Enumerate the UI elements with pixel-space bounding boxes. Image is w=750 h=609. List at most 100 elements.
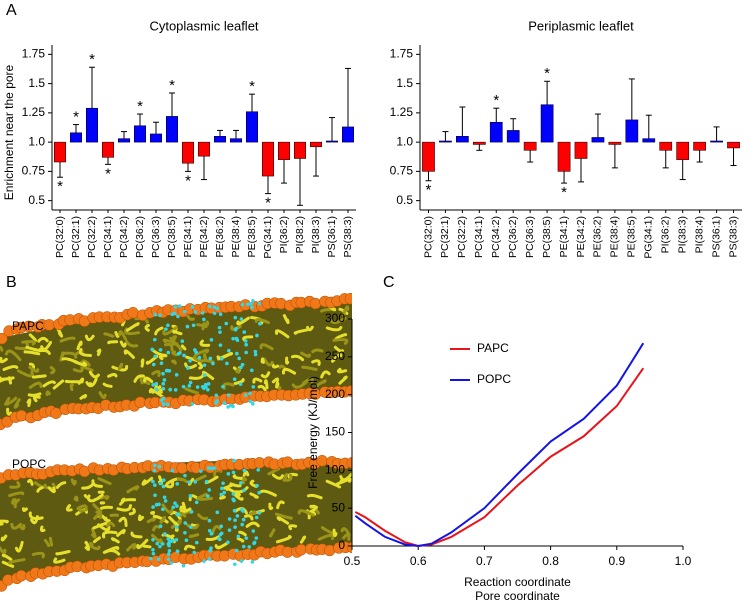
water: [151, 538, 155, 542]
y-tick-label: 150: [325, 425, 345, 439]
water: [222, 491, 226, 495]
water: [150, 348, 154, 352]
significance-mark: *: [249, 78, 255, 95]
y-tick-label: 1.5: [28, 76, 45, 90]
water: [152, 552, 156, 556]
x-tick-label: 0.8: [542, 554, 559, 568]
water: [219, 493, 223, 497]
bar: [507, 130, 519, 142]
water: [236, 338, 240, 342]
water: [182, 385, 186, 389]
x-tick-label: PE(34:2): [575, 216, 587, 257]
water: [221, 385, 225, 389]
water: [206, 494, 210, 498]
line: [355, 368, 643, 546]
water: [183, 474, 187, 478]
lipid-tail: [265, 381, 267, 388]
bar: [54, 142, 66, 162]
y-tick-label: 100: [325, 463, 345, 477]
water: [153, 483, 157, 487]
water: [185, 538, 189, 542]
bar: [230, 139, 242, 143]
water: [167, 544, 171, 548]
lipid-tail: [277, 383, 278, 387]
lipid-tail: [86, 542, 88, 549]
x-tick-label: PI(36:2): [278, 216, 290, 253]
significance-mark: *: [169, 77, 175, 94]
x-tick-label: PC(36:2): [507, 216, 519, 258]
lipid-tail: [97, 512, 101, 513]
lipid-tail: [144, 546, 150, 547]
water: [161, 542, 165, 546]
water: [242, 330, 246, 334]
water: [249, 400, 253, 404]
water: [199, 469, 203, 473]
significance-mark: *: [544, 65, 550, 82]
water: [178, 304, 182, 308]
lipid-tail: [280, 366, 285, 368]
water: [233, 377, 237, 381]
lipid-tail: [19, 525, 23, 528]
image-label: PAPC: [12, 319, 44, 333]
water: [155, 542, 159, 546]
lipid-tail: [50, 538, 51, 545]
water: [183, 531, 187, 535]
lipid-tail: [159, 390, 161, 393]
water: [242, 545, 246, 549]
bar: [102, 142, 114, 157]
significance-mark: *: [105, 165, 111, 182]
bar: [134, 126, 146, 142]
water: [258, 322, 262, 326]
lipid-tail: [173, 361, 176, 363]
water: [211, 362, 215, 366]
y-tick-label: 0.75: [22, 164, 46, 178]
water: [163, 378, 167, 382]
bar: [592, 137, 604, 142]
x-tick-label: PE(38:5): [246, 216, 258, 257]
lipid-tail: [173, 352, 176, 355]
bar: [626, 120, 638, 142]
x-tick-label: PE(38:4): [230, 216, 242, 257]
x-tick-label: PE(34:1): [558, 216, 570, 257]
y-tick-label: 1.0: [28, 134, 45, 148]
water: [178, 351, 182, 355]
lipid-tail: [221, 496, 225, 498]
water: [243, 469, 247, 473]
water: [244, 343, 248, 347]
water: [153, 313, 157, 317]
x-tick-label: 0.7: [476, 554, 493, 568]
water: [201, 385, 205, 389]
x-tick-label: PC(36:3): [524, 216, 536, 258]
water: [252, 542, 256, 546]
lipid-tail: [85, 496, 89, 498]
water: [220, 487, 224, 491]
lipid-tail: [204, 354, 205, 358]
lipid-tail: [183, 503, 185, 509]
water: [214, 394, 218, 398]
water: [226, 540, 230, 544]
water: [210, 338, 214, 342]
water: [155, 503, 159, 507]
water: [161, 372, 165, 376]
panel-label: A: [6, 2, 17, 19]
water: [159, 348, 163, 352]
x-tick-label: PC(36:3): [150, 216, 162, 258]
water: [250, 368, 254, 372]
water: [221, 481, 225, 485]
water: [186, 366, 190, 370]
water: [251, 299, 255, 303]
water: [254, 536, 258, 540]
water: [164, 499, 168, 503]
water: [235, 549, 239, 553]
water: [163, 496, 167, 500]
water: [175, 525, 179, 529]
lipid-tail: [24, 509, 27, 511]
y-tick-label: 0.75: [390, 164, 414, 178]
x-tick-label: PG(34:1): [643, 216, 655, 259]
headgroup: [345, 293, 356, 304]
water: [166, 323, 170, 327]
water: [202, 318, 206, 322]
water: [186, 325, 190, 329]
bar: [422, 142, 434, 171]
